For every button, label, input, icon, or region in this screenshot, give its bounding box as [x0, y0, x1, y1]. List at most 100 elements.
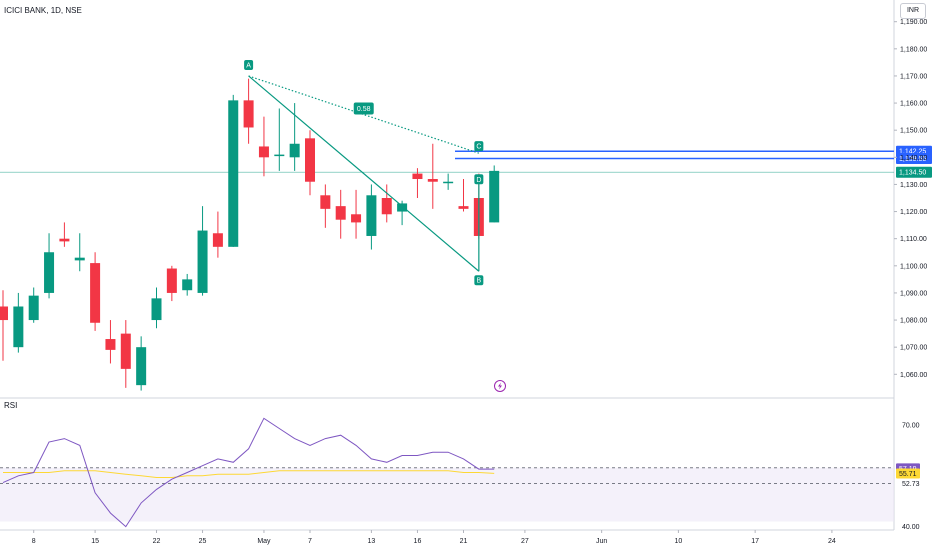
candle[interactable] — [443, 173, 454, 190]
candle-body — [228, 100, 239, 247]
pattern-point-label: C — [476, 144, 481, 151]
candle-body — [397, 203, 408, 212]
pattern-line-ab — [248, 75, 480, 272]
price-level-badge — [896, 153, 932, 165]
candle[interactable] — [136, 336, 147, 391]
price-axis[interactable]: 1,060.00 1,070.00 1,080.00 1,090.00 1,100.00… — [894, 19, 927, 379]
candle-body — [105, 339, 116, 350]
pattern-point-badge[interactable] — [474, 275, 484, 286]
time-tick-label: 8 — [32, 538, 36, 545]
candle[interactable] — [320, 184, 331, 228]
candle[interactable] — [212, 211, 223, 258]
ratio-label: 0.58 — [357, 106, 371, 113]
price-tick-label: 1,110.00 — [900, 236, 927, 243]
candle-body — [197, 230, 208, 293]
candle[interactable] — [120, 320, 131, 388]
candle[interactable] — [0, 290, 8, 361]
candle-body — [166, 268, 177, 293]
pattern-layer: A B C D 0.58 — [244, 59, 484, 286]
price-level-label: 1,142.25 — [899, 149, 926, 156]
candle-body — [120, 333, 131, 369]
candle-body — [59, 238, 70, 242]
price-tick-label: 1,120.00 — [900, 209, 927, 216]
candle[interactable] — [412, 168, 423, 198]
rsi-tick-label: 40.00 — [902, 524, 920, 531]
rsi-value-badge — [896, 468, 920, 479]
lightning-layer — [494, 380, 506, 392]
price-tick-label: 1,140.00 — [900, 155, 927, 162]
time-tick-label: May — [257, 538, 271, 545]
price-tick-label: 1,100.00 — [900, 263, 927, 270]
candle[interactable] — [105, 320, 116, 364]
price-tick-label: 1,190.00 — [900, 19, 927, 26]
candle-body — [305, 138, 315, 182]
candle-body — [458, 206, 469, 209]
candle[interactable] — [381, 184, 392, 223]
time-tick-label: 27 — [521, 538, 529, 545]
price-tick-label: 1,080.00 — [900, 318, 927, 325]
candle[interactable] — [489, 165, 500, 223]
candle[interactable] — [274, 108, 285, 171]
candle-body — [0, 306, 8, 321]
pattern-point-badge[interactable] — [474, 141, 484, 152]
candle-body — [182, 279, 193, 291]
candle[interactable] — [458, 179, 469, 212]
candle[interactable] — [243, 78, 254, 144]
candle[interactable] — [258, 116, 269, 177]
price-level-badge — [896, 166, 932, 178]
pattern-point-label: D — [476, 177, 481, 184]
candle-body — [412, 173, 423, 180]
candle[interactable] — [351, 189, 362, 239]
candle[interactable] — [28, 287, 39, 323]
candle-body — [335, 206, 346, 220]
candle-layer — [0, 78, 500, 391]
candle-body — [13, 306, 24, 348]
rsi-ma-line — [3, 470, 495, 478]
candle-body — [44, 252, 55, 293]
candle-body — [258, 146, 269, 158]
candle-body — [320, 195, 331, 209]
price-tick-label: 1,170.00 — [900, 73, 927, 80]
price-tick-label: 1,160.00 — [900, 101, 927, 108]
price-tick-label: 1,070.00 — [900, 345, 927, 352]
time-tick-label: 21 — [460, 538, 468, 545]
rsi-pane-title: RSI — [4, 401, 17, 410]
candle[interactable] — [197, 206, 208, 296]
currency-selector[interactable]: INR — [900, 3, 926, 19]
candle[interactable] — [397, 200, 408, 226]
symbol-title: ICICI BANK, 1D, NSE — [4, 6, 82, 15]
candle[interactable] — [13, 292, 24, 353]
time-axis[interactable]: 8 15 22 25 May 7 13 16 21 27 Jun 10 17 24 — [32, 530, 836, 545]
candle-body — [90, 263, 101, 323]
time-tick-label: 16 — [414, 538, 422, 545]
rsi-layer — [2, 417, 495, 528]
candle-body — [136, 347, 147, 386]
pattern-point-label: B — [477, 278, 482, 285]
candle[interactable] — [90, 252, 101, 331]
candle[interactable] — [335, 189, 346, 239]
candle-body — [427, 179, 438, 182]
price-tick-label: 1,150.00 — [900, 128, 927, 135]
pattern-point-badge[interactable] — [244, 59, 254, 70]
time-tick-label: 7 — [308, 538, 312, 545]
candle[interactable] — [151, 287, 162, 329]
lightning-bolt — [498, 382, 502, 390]
candle-body — [212, 233, 223, 247]
candle[interactable] — [228, 94, 239, 247]
candle[interactable] — [166, 265, 177, 302]
candle[interactable] — [59, 222, 70, 247]
time-tick-label: 10 — [675, 538, 683, 545]
candle[interactable] — [305, 130, 315, 196]
candle-body — [274, 154, 285, 157]
candle[interactable] — [182, 273, 193, 296]
candle[interactable] — [427, 143, 438, 209]
candle[interactable] — [44, 233, 55, 299]
candle-body — [74, 257, 85, 261]
pattern-point-badge[interactable] — [474, 174, 484, 185]
candle[interactable] — [74, 233, 85, 272]
priceline-layer: 1,142.251,139.55 1,134.50 — [0, 145, 932, 178]
candle[interactable] — [366, 184, 377, 250]
